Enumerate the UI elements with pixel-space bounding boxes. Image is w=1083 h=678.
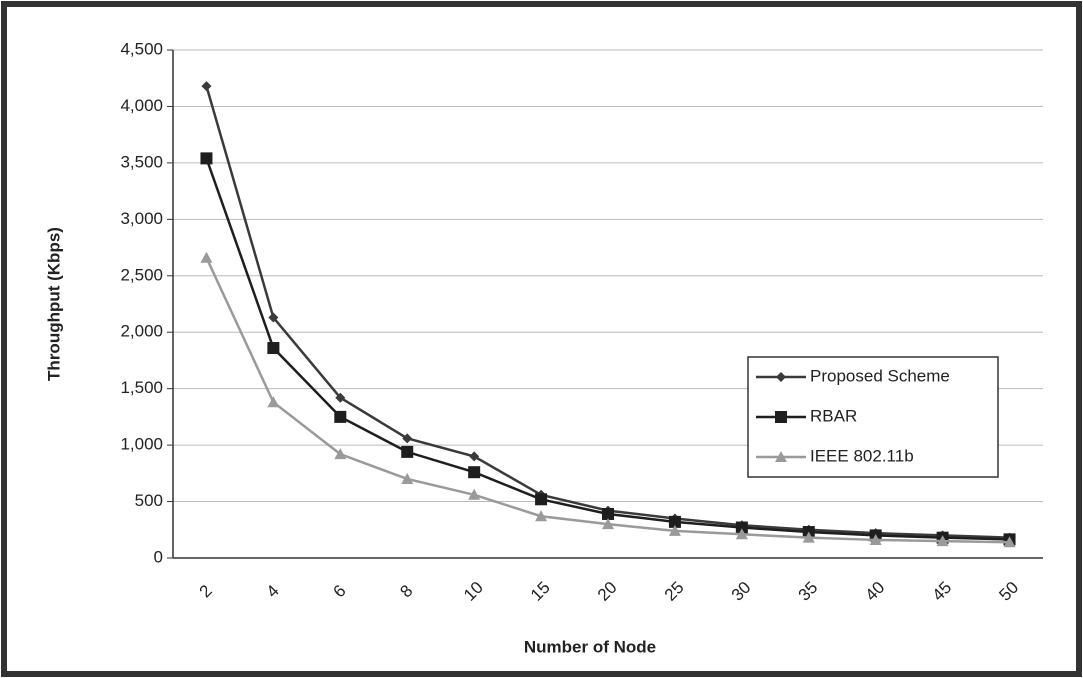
y-tick-label: 3,500 bbox=[120, 152, 163, 171]
y-tick-label: 3,000 bbox=[120, 209, 163, 228]
point bbox=[267, 342, 280, 355]
legend-label: RBAR bbox=[810, 406, 857, 425]
legend-label: Proposed Scheme bbox=[810, 366, 950, 385]
x-axis-title: Number of Node bbox=[524, 637, 656, 656]
point bbox=[334, 410, 347, 423]
point bbox=[469, 451, 480, 462]
point bbox=[402, 433, 413, 444]
point bbox=[776, 372, 786, 382]
point bbox=[869, 533, 882, 545]
y-tick-label: 4,500 bbox=[120, 39, 163, 58]
point bbox=[668, 524, 681, 536]
point bbox=[535, 510, 548, 522]
point bbox=[401, 445, 414, 458]
legend-label: IEEE 802.11b bbox=[810, 446, 914, 465]
y-tick-label: 1,500 bbox=[120, 378, 163, 397]
point bbox=[334, 448, 347, 460]
y-tick-label: 500 bbox=[135, 491, 163, 510]
point bbox=[735, 521, 748, 534]
y-tick-label: 2,500 bbox=[120, 265, 163, 284]
point bbox=[802, 531, 815, 543]
point bbox=[735, 528, 748, 540]
point bbox=[602, 507, 614, 520]
point bbox=[200, 251, 213, 263]
y-axis-title: Throughput (Kbps) bbox=[44, 227, 63, 381]
point bbox=[936, 535, 949, 547]
point bbox=[668, 515, 681, 528]
point bbox=[200, 152, 213, 165]
y-tick-label: 2,000 bbox=[120, 322, 163, 341]
point bbox=[335, 392, 346, 403]
point bbox=[775, 451, 787, 462]
y-tick-label: 0 bbox=[154, 547, 163, 566]
point bbox=[775, 411, 787, 423]
y-tick-label: 1,000 bbox=[120, 435, 163, 454]
point bbox=[602, 518, 614, 530]
point bbox=[401, 472, 414, 484]
point bbox=[468, 466, 481, 479]
point bbox=[535, 493, 548, 506]
point bbox=[468, 488, 481, 500]
point bbox=[201, 81, 212, 92]
y-tick-label: 4,000 bbox=[120, 96, 163, 115]
point bbox=[267, 396, 280, 408]
point bbox=[1003, 536, 1016, 548]
point bbox=[268, 312, 279, 323]
